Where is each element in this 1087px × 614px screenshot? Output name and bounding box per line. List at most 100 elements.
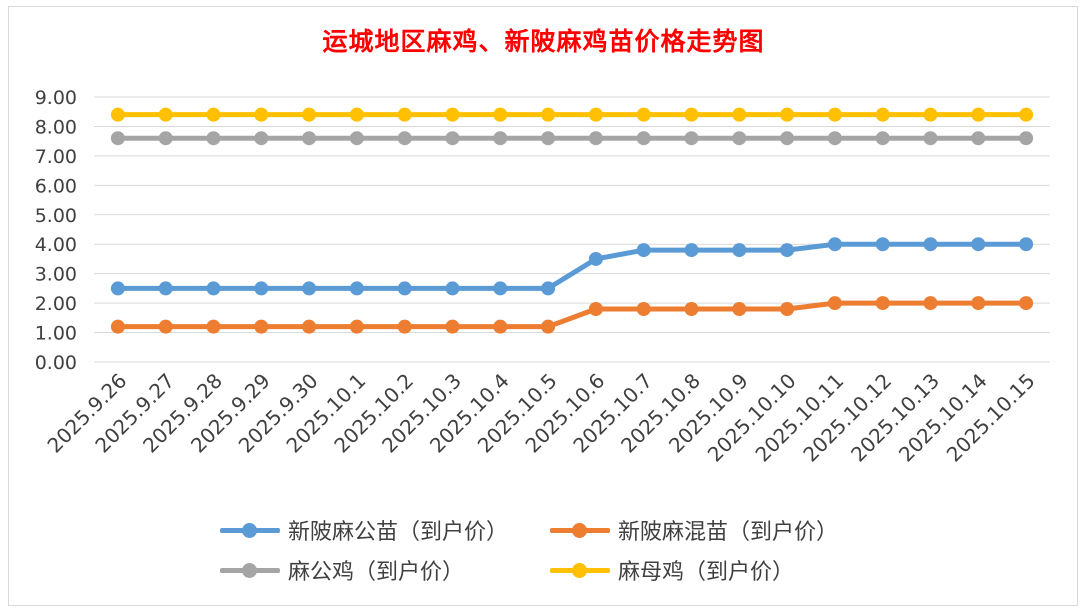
data-point — [827, 296, 842, 311]
legend-marker — [550, 520, 610, 540]
data-point — [923, 296, 938, 311]
data-point — [302, 319, 317, 334]
data-point — [541, 107, 556, 122]
data-point — [971, 237, 986, 252]
data-point — [206, 281, 221, 296]
data-point — [541, 131, 556, 146]
data-point — [923, 237, 938, 252]
data-point — [445, 107, 460, 122]
data-point — [780, 131, 795, 146]
y-tick-label: 0.00 — [35, 352, 77, 374]
data-point — [875, 237, 890, 252]
y-tick-label: 6.00 — [35, 175, 77, 197]
legend: 新陂麻公苗（到户价） 新陂麻混苗（到户价） 麻公鸡（到户价） 麻母鸡（到户价） — [220, 510, 920, 590]
data-point — [302, 281, 317, 296]
data-point — [254, 131, 269, 146]
data-point — [349, 281, 364, 296]
y-tick-label: 8.00 — [35, 116, 77, 138]
data-point — [445, 131, 460, 146]
y-tick-label: 9.00 — [35, 87, 77, 109]
y-tick-label: 2.00 — [35, 293, 77, 315]
data-point — [636, 131, 651, 146]
y-tick-label: 3.00 — [35, 264, 77, 286]
legend-label: 麻母鸡（到户价） — [618, 560, 795, 585]
data-point — [636, 107, 651, 122]
chart-area — [8, 6, 1078, 606]
data-point — [254, 319, 269, 334]
legend-label: 新陂麻混苗（到户价） — [618, 520, 839, 545]
data-point — [780, 243, 795, 258]
data-point — [588, 107, 603, 122]
legend-marker — [220, 520, 280, 540]
y-tick-label: 5.00 — [35, 205, 77, 227]
data-point — [636, 302, 651, 316]
legend-item: 新陂麻公苗（到户价） — [220, 514, 550, 546]
chart-title: 运城地区麻鸡、新陂麻鸡苗价格走势图 — [322, 27, 765, 56]
data-point — [493, 319, 508, 334]
data-point — [302, 107, 317, 122]
data-point — [971, 131, 986, 146]
data-point — [588, 131, 603, 146]
data-point — [254, 107, 269, 122]
data-point — [684, 302, 699, 316]
data-point — [588, 251, 603, 266]
data-point — [158, 319, 173, 334]
legend-item: 麻母鸡（到户价） — [550, 554, 880, 586]
legend-label: 麻公鸡（到户价） — [288, 560, 465, 585]
data-point — [780, 302, 795, 316]
data-point — [923, 131, 938, 146]
data-point — [827, 107, 842, 122]
data-point — [110, 131, 125, 146]
data-point — [158, 107, 173, 122]
data-point — [349, 131, 364, 146]
data-point — [349, 107, 364, 122]
data-point — [827, 237, 842, 252]
data-point — [397, 281, 412, 296]
data-point — [397, 319, 412, 334]
data-point — [493, 107, 508, 122]
data-point — [445, 319, 460, 334]
legend-marker — [550, 560, 610, 580]
data-point — [206, 107, 221, 122]
legend-item: 麻公鸡（到户价） — [220, 554, 550, 586]
data-point — [110, 281, 125, 296]
data-point — [110, 319, 125, 334]
data-point — [1019, 107, 1034, 122]
data-point — [206, 131, 221, 146]
data-point — [732, 131, 747, 146]
data-point — [827, 131, 842, 146]
data-point — [254, 281, 269, 296]
data-point — [158, 281, 173, 296]
data-point — [684, 243, 699, 258]
data-point — [397, 107, 412, 122]
data-point — [971, 107, 986, 122]
data-point — [541, 319, 556, 334]
series-line — [115, 300, 1029, 330]
data-point — [875, 296, 890, 311]
y-tick-label: 4.00 — [35, 234, 77, 256]
data-point — [732, 243, 747, 258]
data-point — [158, 131, 173, 146]
data-point — [206, 319, 221, 334]
data-point — [636, 243, 651, 258]
y-tick-label: 7.00 — [35, 146, 77, 168]
data-point — [397, 131, 412, 146]
data-point — [684, 107, 699, 122]
y-tick-label: 1.00 — [35, 323, 77, 345]
legend-label: 新陂麻公苗（到户价） — [288, 520, 509, 545]
data-point — [493, 281, 508, 296]
data-point — [1019, 296, 1034, 311]
data-point — [349, 319, 364, 334]
data-point — [493, 131, 508, 146]
data-point — [1019, 237, 1034, 252]
data-point — [732, 302, 747, 316]
data-point — [110, 107, 125, 122]
legend-item: 新陂麻混苗（到户价） — [550, 514, 880, 546]
data-point — [302, 131, 317, 146]
data-point — [445, 281, 460, 296]
data-point — [875, 107, 890, 122]
data-point — [1019, 131, 1034, 146]
data-point — [588, 302, 603, 316]
legend-marker — [220, 560, 280, 580]
